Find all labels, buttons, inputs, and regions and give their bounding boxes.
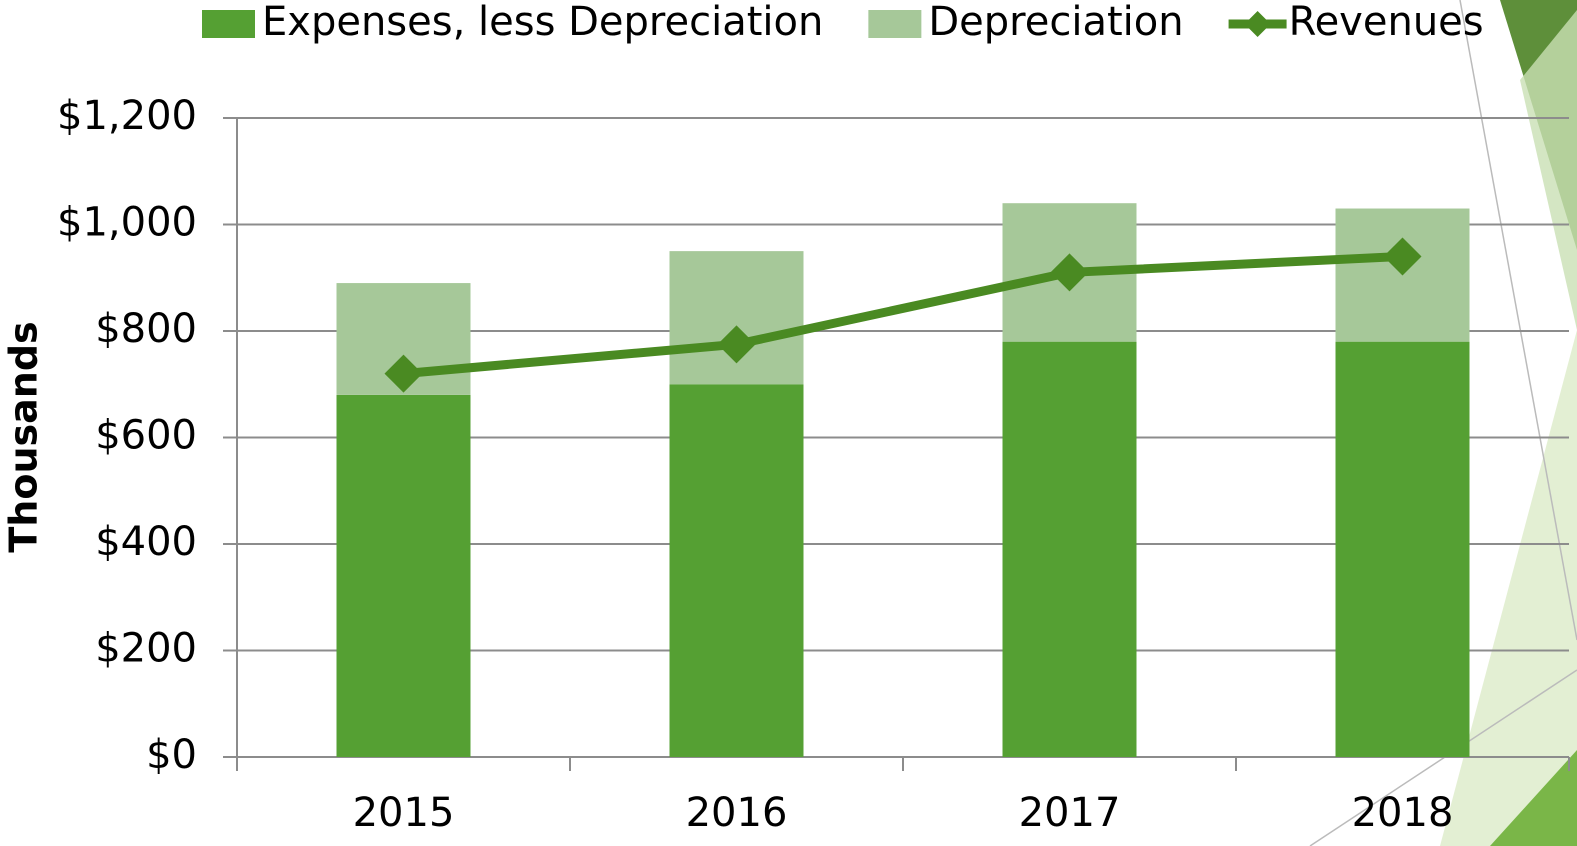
bar-segment: [670, 384, 804, 757]
bar-segment: [337, 395, 471, 757]
y-tick-label: $400: [95, 519, 197, 565]
y-tick-label: $800: [95, 306, 197, 352]
y-axis-label: Thousands: [2, 321, 46, 552]
y-tick-label: $0: [146, 732, 197, 778]
y-tick-label: $1,000: [57, 200, 197, 246]
y-tick-label: $200: [95, 626, 197, 672]
legend-label: Revenues: [1289, 0, 1484, 45]
legend-label: Expenses, less Depreciation: [262, 0, 823, 45]
chart: Thousands $0 $200 $400 $600 $800 $1,000 $1,200…: [0, 0, 1577, 846]
bar-segment: [670, 251, 804, 384]
x-tick-label: 2017: [1019, 790, 1121, 836]
y-tick-label: $600: [95, 413, 197, 459]
bar-segment: [1336, 342, 1470, 757]
legend-swatch: [1245, 11, 1271, 37]
x-tick-label: 2016: [686, 790, 788, 836]
bar-segment: [1003, 342, 1137, 757]
line: [404, 256, 1403, 373]
x-tick-label: 2015: [353, 790, 455, 836]
y-tick-label: $1,200: [57, 93, 197, 139]
x-tick-label: 2018: [1352, 790, 1454, 836]
legend-swatch: [868, 10, 921, 38]
legend-swatch: [202, 10, 255, 38]
legend-label: Depreciation: [928, 0, 1183, 45]
